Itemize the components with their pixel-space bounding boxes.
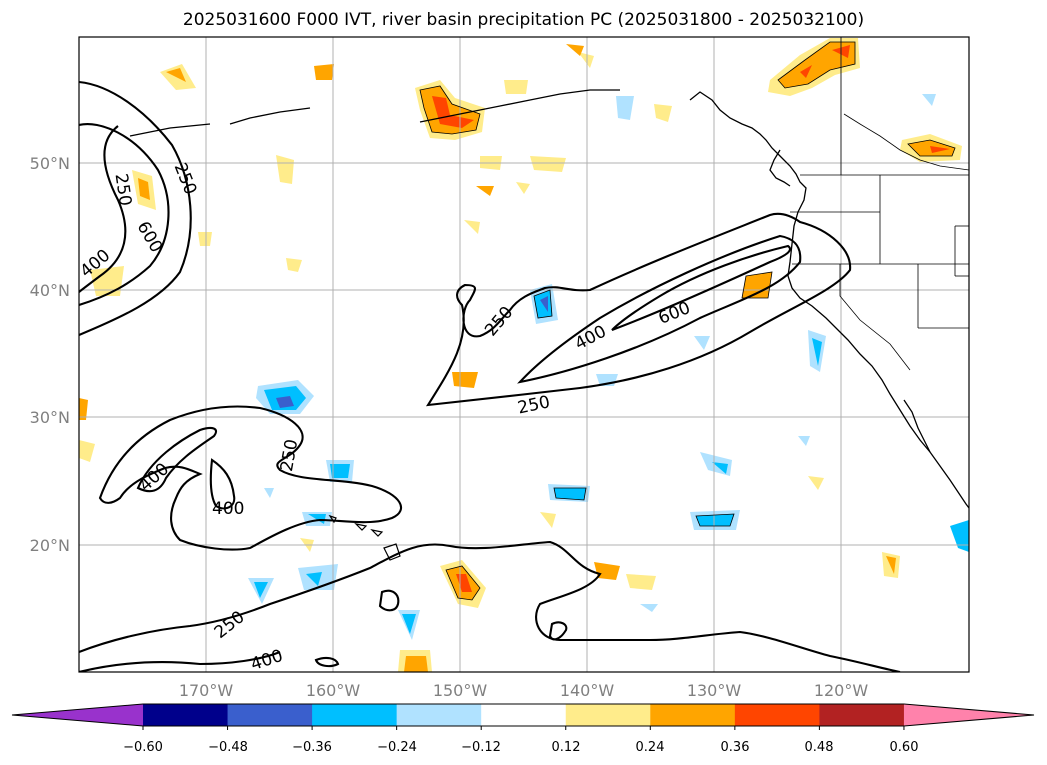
precip-negative-area [254, 582, 268, 598]
colorbar-tick-label: −0.48 [208, 740, 248, 755]
precip-negative-area [306, 572, 322, 586]
colorbar-segment [227, 704, 313, 726]
precip-positive-area [742, 272, 772, 298]
precip-negative-area [694, 336, 710, 350]
colorbar-segment [143, 704, 229, 726]
precip-positive-area [516, 182, 530, 194]
precip-negative-area [798, 436, 810, 446]
lat-label: 30°N [30, 408, 70, 427]
map-background [79, 37, 969, 672]
precip-positive-area [452, 372, 478, 388]
precip-negative-area [616, 96, 634, 120]
precip-negative-area [330, 464, 350, 478]
colorbar-extend-max [903, 704, 1034, 726]
precip-positive-area [808, 476, 824, 490]
precip-positive-area [886, 556, 896, 574]
precip-positive-area [566, 44, 584, 56]
contour-label: 400 [212, 499, 244, 519]
lon-label: 170°W [179, 681, 234, 700]
precip-positive-area [262, 680, 278, 690]
colorbar-tick-label: 0.24 [636, 740, 665, 755]
precip-positive-area [314, 64, 334, 80]
ivt-contours [79, 80, 901, 672]
map-title: 2025031600 F000 IVT, river basin precipi… [182, 10, 865, 30]
precip-positive-area [286, 258, 302, 272]
precip-positive-area [432, 96, 474, 128]
precip-negative-area [922, 94, 936, 106]
precip-negative-area [696, 514, 734, 526]
colorbar-segment [481, 704, 567, 726]
colorbar-segment [396, 704, 482, 726]
coastlines [129, 89, 969, 509]
lon-label: 150°W [433, 681, 488, 700]
precip-outlines [419, 41, 956, 601]
precip-positive-area [626, 574, 656, 590]
precip-positive-area [540, 512, 556, 528]
colorbar-tick-labels: −0.60 −0.48 −0.36 −0.24 −0.12 0.12 0.24 … [123, 740, 918, 755]
lon-label: 160°W [306, 681, 361, 700]
precip-negative-area [276, 396, 294, 408]
lon-label: 130°W [687, 681, 742, 700]
colorbar-tick-label: 0.36 [721, 740, 750, 755]
colorbar-tick-label: −0.24 [377, 740, 417, 755]
contour-label: 250 [111, 172, 135, 207]
lat-label: 20°N [30, 536, 70, 555]
precip-positive-area [654, 104, 672, 122]
precip-positive-area [276, 155, 294, 184]
colorbar-tick-label: −0.60 [123, 740, 163, 755]
precip-negative-area [554, 488, 586, 500]
lat-label: 50°N [30, 154, 70, 173]
colorbar-segment [650, 704, 736, 726]
colorbar-segment [734, 704, 820, 726]
precip-positive-area [800, 65, 812, 78]
precip-positive-area [476, 186, 494, 196]
colorbar-tick-label: 0.12 [552, 740, 581, 755]
colorbar [11, 703, 1035, 730]
colorbar-tick-label: −0.36 [292, 740, 332, 755]
precip-negative-area [712, 462, 728, 474]
lon-label: 120°W [814, 681, 869, 700]
latitude-labels: 50°N 40°N 30°N 20°N [30, 154, 70, 555]
precip-positive-area [198, 232, 212, 246]
precip-positive-area [578, 52, 594, 68]
state-borders [790, 37, 969, 371]
precip-fill-layer [79, 38, 969, 690]
precip-negative-area [540, 296, 548, 312]
lat-label: 40°N [30, 281, 70, 300]
precip-positive-area [530, 156, 566, 172]
colorbar-segment [312, 704, 398, 726]
longitude-labels: 170°W 160°W 150°W 140°W 130°W 120°W [179, 681, 869, 700]
precip-positive-area [778, 42, 855, 88]
colorbar-tick-label: −0.12 [461, 740, 501, 755]
colorbar-tick-label: 0.48 [805, 740, 834, 755]
precip-positive-area [90, 266, 124, 296]
precip-positive-area [930, 146, 950, 153]
precip-positive-area [594, 562, 620, 580]
precip-negative-area [308, 514, 326, 524]
colorbar-segment [565, 704, 651, 726]
precip-positive-area [404, 656, 428, 672]
map-frame [78, 36, 970, 673]
lon-label: 140°W [560, 681, 615, 700]
precip-positive-area [138, 178, 150, 200]
precip-positive-area [166, 68, 186, 82]
precip-negative-area [812, 338, 822, 366]
colorbar-extend-min [12, 704, 143, 726]
precip-positive-area [504, 80, 528, 94]
precip-negative-area [950, 520, 969, 552]
precip-negative-area [264, 488, 274, 498]
precip-positive-area [464, 220, 480, 234]
precip-negative-area [402, 614, 416, 634]
precip-negative-area [640, 604, 658, 612]
colorbar-segment [819, 704, 905, 726]
colorbar-tick-label: 0.60 [890, 740, 919, 755]
precip-positive-area [79, 398, 88, 420]
precip-positive-area [79, 440, 95, 462]
